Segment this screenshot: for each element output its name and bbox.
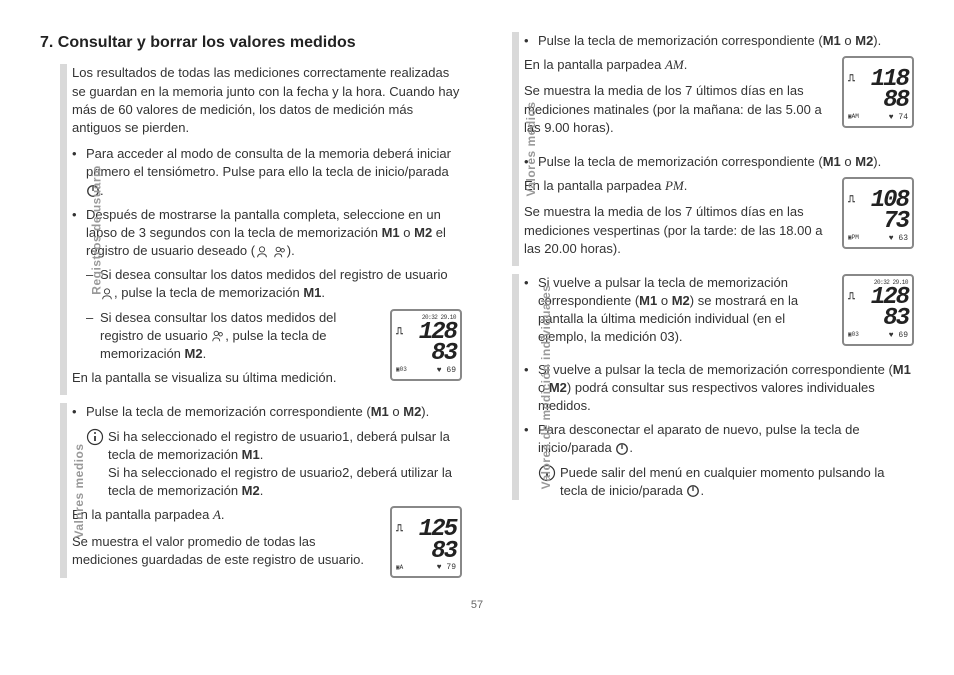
user1-icon [255,245,269,259]
user2-icon [211,329,225,343]
bullet-text: Después de mostrarse la pantalla complet… [86,206,462,261]
intro-text: Los resultados de todas las mediciones c… [72,64,462,137]
lcd-display-individual: 20:32 29.10 ⎍128 83 ▣03♥ 69 [842,274,914,346]
info-item: Si ha seleccionado el registro de usuari… [72,428,462,501]
blink-text: En la pantalla parpadea A. [72,506,382,524]
section-label-individuales: Valores de medición individuales [538,285,555,490]
lcd-display-2: ⎍125 83 ▣A♥ 79 [390,506,462,578]
bullet-mark: • [524,421,538,457]
section-label-valores: Valores medios [71,443,88,538]
info-text: Puede salir del menú en cualquier moment… [560,464,914,500]
bullet-text: Pulse la tecla de memorización correspon… [86,403,462,421]
heading: 7. Consultar y borrar los valores medido… [40,32,462,54]
dash-with-lcd: – Si desea consultar los datos medidos d… [72,309,462,396]
lcd-bottom: ▣A♥ 79 [396,562,456,573]
user2-icon [273,245,287,259]
pm-with-lcd: En la pantalla parpadea PM. Se muestra l… [524,177,914,266]
lcd-bottom: ▣AM♥ 74 [848,112,908,123]
dash-text: Si desea consultar los datos medidos del… [100,266,462,302]
lcd-diastolic: 83 [396,343,456,365]
dash-text: Si desea consultar los datos medidos del… [100,309,382,364]
dash-item: – Si desea consultar los datos medidos d… [72,266,462,302]
bullet-item: • Para acceder al modo de consulta de la… [72,145,462,200]
dash-mark: – [86,309,100,364]
lcd-diastolic: 83 [396,541,456,563]
avg-with-lcd: En la pantalla parpadea A. Se muestra el… [72,506,462,578]
lcd-diastolic: 88 [848,90,908,112]
bullet-item: • Pulse la tecla de memorización corresp… [524,153,914,171]
avg-am-text: Se muestra la media de los 7 últimos día… [524,82,834,137]
blink-am-text: En la pantalla parpadea AM. [524,56,834,74]
lcd-display-am: ⎍118 88 ▣AM♥ 74 [842,56,914,128]
section-bar [60,64,67,395]
bullet-item: • Pulse la tecla de memorización corresp… [524,32,914,50]
section-label-valores: Valores medios [523,101,540,196]
individual-with-lcd: • Si vuelve a pulsar la tecla de memoriz… [524,274,914,353]
bullet-text: Para acceder al modo de consulta de la m… [86,145,462,200]
section-valores-medios-left: Valores medios • Pulse la tecla de memor… [40,403,462,578]
section-individuales: Valores de medición individuales • Si vu… [492,274,914,500]
bullet-text: Si vuelve a pulsar la tecla de memorizac… [538,274,834,347]
blink-pm-text: En la pantalla parpadea PM. [524,177,834,195]
bullet-item: • Pulse la tecla de memorización corresp… [72,403,462,421]
lcd-bottom: ▣03♥ 69 [396,365,456,376]
section-bar [60,403,67,578]
avg-text: Se muestra el valor promedio de todas la… [72,533,382,569]
section-registros: Registros de usuario Los resultados de t… [40,64,462,395]
last-measurement-text: En la pantalla se visualiza su última me… [72,369,382,387]
power-icon [686,484,700,498]
section-label-registros: Registros de usuario [88,165,105,294]
info-item: Puede salir del menú en cualquier moment… [524,464,914,500]
info-icon [86,428,104,446]
lcd-display-pm: ⎍108 73 ▣PM♥ 63 [842,177,914,249]
power-icon [615,442,629,456]
left-column: 7. Consultar y borrar los valores medido… [40,32,462,586]
bullet-mark: • [524,32,538,50]
bullet-mark: • [72,206,86,261]
section-bar [512,274,519,500]
section-bar [512,32,519,266]
bullet-mark: • [72,403,86,421]
lcd-diastolic: 83 [848,308,908,330]
lcd-diastolic: 73 [848,211,908,233]
am-with-lcd: En la pantalla parpadea AM. Se muestra l… [524,56,914,145]
dash-item: – Si desea consultar los datos medidos d… [72,309,382,364]
bullet-item: • Para desconectar el aparato de nuevo, … [524,421,914,457]
page-number: 57 [40,598,914,613]
bullet-text: Pulse la tecla de memorización correspon… [538,153,914,171]
bullet-mark: • [72,145,86,200]
right-column: Valores medios • Pulse la tecla de memor… [492,32,914,586]
bullet-text: Pulse la tecla de memorización correspon… [538,32,914,50]
bullet-item: • Después de mostrarse la pantalla compl… [72,206,462,261]
bullet-mark: • [524,361,538,416]
lcd-display-1: 20:32 29.10 ⎍128 83 ▣03♥ 69 [390,309,462,381]
avg-pm-text: Se muestra la media de los 7 últimos día… [524,203,834,258]
bullet-text: Para desconectar el aparato de nuevo, pu… [538,421,914,457]
bullet-item: • Si vuelve a pulsar la tecla de memoriz… [524,274,834,347]
lcd-bottom: ▣03♥ 69 [848,330,908,341]
bullet-mark: • [524,274,538,347]
info-text: Si ha seleccionado el registro de usuari… [108,428,462,501]
lcd-bottom: ▣PM♥ 63 [848,233,908,244]
bullet-item: • Si vuelve a pulsar la tecla de memoriz… [524,361,914,416]
section-valores-medios-right: Valores medios • Pulse la tecla de memor… [492,32,914,266]
bullet-text: Si vuelve a pulsar la tecla de memorizac… [538,361,914,416]
